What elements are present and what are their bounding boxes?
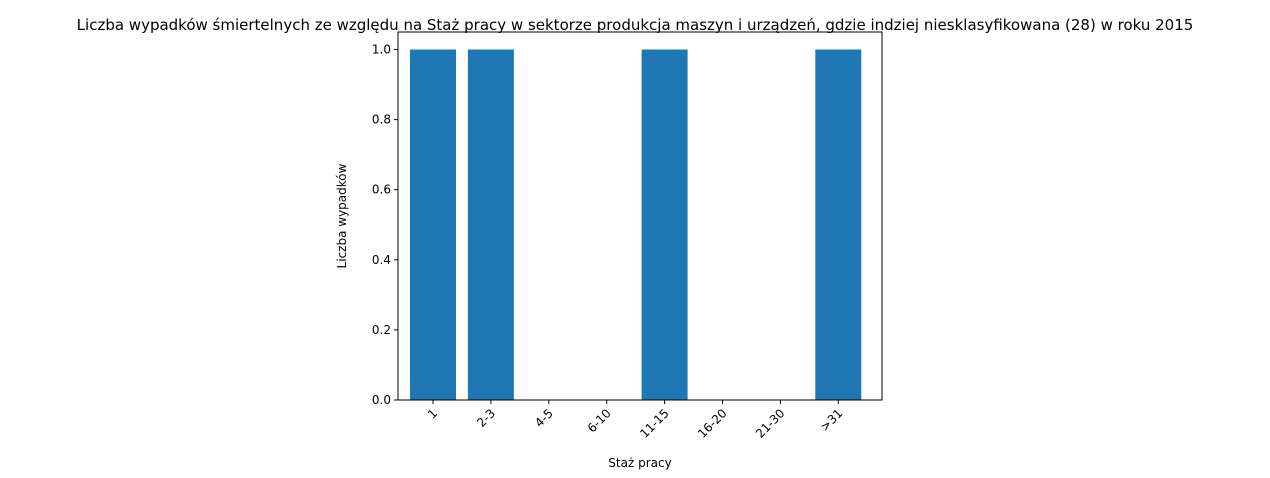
x-tick-label: 2-3 <box>474 406 498 430</box>
chart-title: Liczba wypadków śmiertelnych ze względu … <box>77 16 1194 34</box>
x-tick-label: 4-5 <box>532 406 556 430</box>
y-tick-label: 0.2 <box>372 323 391 337</box>
y-tick-label: 0.0 <box>372 393 391 407</box>
plot-area-frame <box>397 31 883 401</box>
x-axis-ticks: 1 2-3 4-5 6-10 11-15 16-20 21-30 >31 <box>425 400 846 441</box>
bar->31 <box>815 49 862 401</box>
y-tick-label: 0.8 <box>372 113 391 127</box>
y-axis-ticks: 0.0 0.2 0.4 0.6 0.8 1.0 <box>372 43 398 407</box>
x-tick-label: 6-10 <box>585 406 614 435</box>
bar-1 <box>410 49 456 401</box>
bars-group <box>410 49 862 401</box>
x-tick-label: 11-15 <box>637 406 672 441</box>
y-axis-label: Liczba wypadków <box>335 163 349 268</box>
x-tick-label: 1 <box>425 406 440 421</box>
bar-11-15 <box>641 49 688 401</box>
x-axis-label: Staż pracy <box>608 456 671 470</box>
bar-2-3 <box>467 49 514 401</box>
x-tick-label: 16-20 <box>695 406 730 441</box>
y-tick-label: 0.6 <box>372 183 391 197</box>
y-tick-label: 0.4 <box>372 253 391 267</box>
y-tick-label: 1.0 <box>372 43 391 57</box>
x-tick-label: >31 <box>818 406 846 434</box>
x-tick-label: 21-30 <box>753 406 788 441</box>
